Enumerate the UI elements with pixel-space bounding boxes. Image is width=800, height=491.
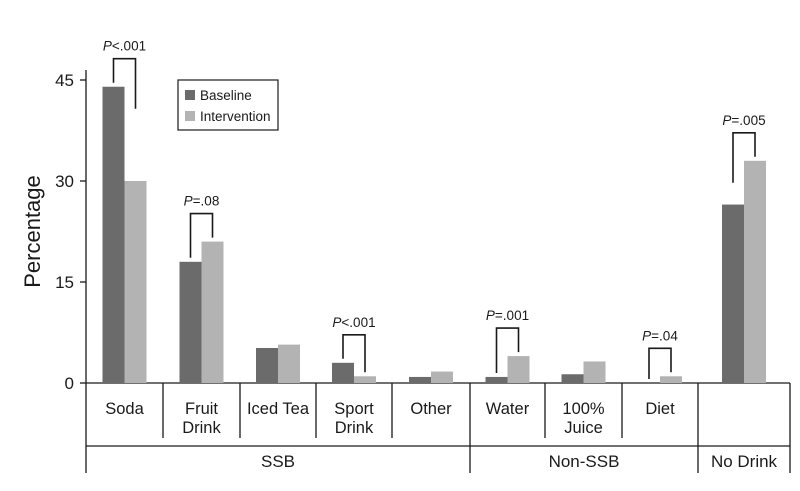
category-label: Fruit bbox=[185, 400, 218, 418]
y-axis-label: Percentage bbox=[20, 175, 45, 288]
y-tick-label: 45 bbox=[55, 71, 74, 90]
legend-box bbox=[177, 79, 279, 131]
bar-baseline bbox=[722, 204, 744, 383]
p-value-label: P=.08 bbox=[184, 194, 220, 209]
group-label: SSB bbox=[261, 452, 295, 471]
bar-intervention bbox=[660, 376, 682, 383]
category-label: Diet bbox=[645, 400, 675, 418]
bar-baseline bbox=[409, 376, 431, 383]
bar-intervention bbox=[124, 181, 147, 383]
significance-bracket bbox=[112, 57, 137, 109]
significance-bracket bbox=[648, 347, 672, 379]
group-label: No Drink bbox=[711, 452, 778, 471]
p-value-label: P=.04 bbox=[642, 328, 678, 343]
category-label: Juice bbox=[564, 419, 603, 437]
bar-baseline bbox=[485, 376, 508, 383]
category-label: Iced Tea bbox=[247, 400, 310, 418]
group-label: Non-SSB bbox=[549, 452, 620, 471]
bar-baseline bbox=[102, 86, 125, 383]
bar-intervention bbox=[201, 241, 224, 383]
p-value-label: P<.001 bbox=[103, 39, 146, 54]
y-tick-label: 30 bbox=[55, 172, 74, 191]
y-tick-label: 15 bbox=[55, 273, 74, 292]
category-label: Drink bbox=[335, 419, 374, 437]
significance-bracket bbox=[189, 212, 214, 258]
category-label: Other bbox=[410, 400, 452, 418]
bar-intervention bbox=[507, 356, 530, 383]
category-label: Water bbox=[486, 400, 530, 418]
legend: Baseline Intervention bbox=[177, 79, 279, 131]
legend-label: Baseline bbox=[200, 88, 252, 103]
bar-baseline bbox=[179, 261, 202, 383]
category-label: Soda bbox=[105, 400, 144, 418]
significance-bracket bbox=[732, 132, 756, 183]
bar-baseline bbox=[332, 362, 354, 383]
bar-baseline bbox=[561, 374, 584, 383]
category-label: Sport bbox=[334, 400, 374, 418]
legend-label: Intervention bbox=[200, 109, 271, 124]
bar-intervention bbox=[744, 160, 766, 383]
bar-baseline bbox=[256, 347, 278, 383]
category-label: 100% bbox=[562, 400, 605, 418]
significance-bracket bbox=[342, 334, 366, 373]
bar-intervention bbox=[583, 361, 606, 383]
bar-intervention bbox=[354, 376, 376, 383]
significance-bracket bbox=[495, 327, 520, 373]
category-label: Drink bbox=[182, 419, 221, 437]
legend-swatch-baseline bbox=[185, 90, 195, 100]
p-value-label: P=.001 bbox=[486, 308, 529, 323]
bar-intervention bbox=[431, 371, 453, 383]
p-value-label: P=.005 bbox=[722, 113, 765, 128]
y-tick-label: 0 bbox=[65, 374, 74, 393]
bar-intervention bbox=[278, 344, 300, 383]
legend-swatch-intervention bbox=[185, 111, 195, 121]
p-value-label: P<.001 bbox=[332, 315, 375, 330]
